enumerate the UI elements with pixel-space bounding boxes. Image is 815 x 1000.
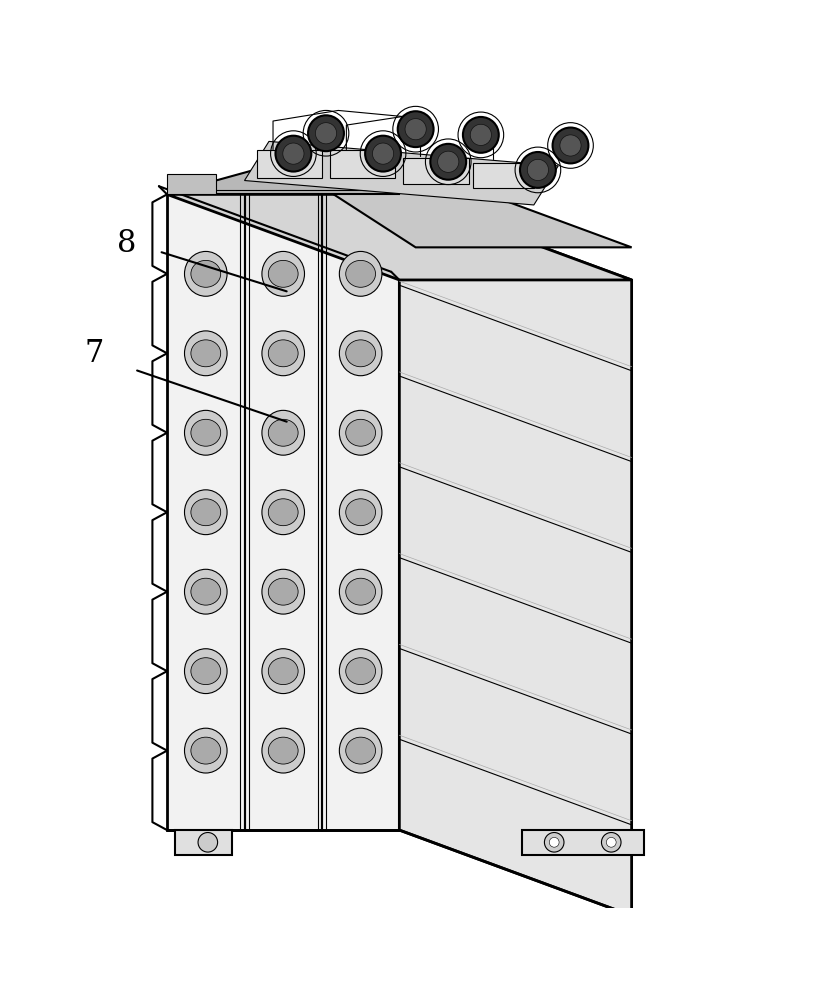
Ellipse shape [184, 251, 227, 296]
Ellipse shape [346, 658, 376, 685]
Polygon shape [175, 830, 232, 855]
Ellipse shape [268, 419, 298, 446]
Ellipse shape [191, 658, 221, 685]
Ellipse shape [339, 251, 382, 296]
Polygon shape [167, 194, 399, 830]
Ellipse shape [346, 499, 376, 526]
Ellipse shape [339, 331, 382, 376]
Bar [403, 158, 469, 184]
Circle shape [553, 128, 588, 163]
Ellipse shape [268, 658, 298, 685]
Ellipse shape [191, 340, 221, 367]
Circle shape [601, 833, 621, 852]
Circle shape [549, 837, 559, 847]
Circle shape [308, 115, 344, 151]
Circle shape [372, 143, 394, 164]
Ellipse shape [184, 728, 227, 773]
Ellipse shape [339, 490, 382, 535]
Circle shape [606, 837, 616, 847]
Ellipse shape [339, 569, 382, 614]
Ellipse shape [184, 410, 227, 455]
Ellipse shape [268, 737, 298, 764]
Circle shape [544, 833, 564, 852]
Ellipse shape [346, 578, 376, 605]
Ellipse shape [262, 490, 305, 535]
Circle shape [470, 124, 491, 145]
Circle shape [527, 159, 548, 181]
Ellipse shape [346, 260, 376, 287]
Ellipse shape [184, 569, 227, 614]
Ellipse shape [184, 331, 227, 376]
Ellipse shape [262, 251, 305, 296]
Text: 7: 7 [84, 338, 104, 369]
Circle shape [560, 135, 581, 156]
Circle shape [315, 123, 337, 144]
Polygon shape [399, 194, 632, 916]
Ellipse shape [184, 490, 227, 535]
Ellipse shape [262, 728, 305, 773]
Ellipse shape [346, 737, 376, 764]
Polygon shape [167, 174, 216, 194]
Circle shape [520, 152, 556, 188]
Ellipse shape [268, 499, 298, 526]
Ellipse shape [262, 649, 305, 694]
Ellipse shape [262, 569, 305, 614]
Circle shape [430, 144, 466, 180]
Ellipse shape [184, 649, 227, 694]
Circle shape [198, 833, 218, 852]
Ellipse shape [262, 410, 305, 455]
Circle shape [283, 143, 304, 164]
Circle shape [398, 111, 434, 147]
Ellipse shape [339, 728, 382, 773]
Ellipse shape [268, 260, 298, 287]
Bar [330, 150, 395, 178]
Ellipse shape [339, 649, 382, 694]
Bar [257, 150, 322, 178]
Bar [473, 163, 534, 188]
Ellipse shape [346, 419, 376, 446]
Polygon shape [167, 162, 399, 194]
Polygon shape [522, 830, 644, 855]
Ellipse shape [191, 499, 221, 526]
Ellipse shape [191, 419, 221, 446]
Ellipse shape [339, 410, 382, 455]
Circle shape [438, 151, 459, 172]
Circle shape [365, 136, 401, 172]
Ellipse shape [268, 340, 298, 367]
Text: 8: 8 [117, 228, 136, 259]
Ellipse shape [191, 737, 221, 764]
Ellipse shape [191, 578, 221, 605]
Circle shape [463, 117, 499, 153]
Polygon shape [284, 162, 632, 247]
Ellipse shape [191, 260, 221, 287]
Polygon shape [244, 141, 558, 205]
Polygon shape [167, 194, 632, 280]
Circle shape [405, 119, 426, 140]
Circle shape [275, 136, 311, 172]
Ellipse shape [346, 340, 376, 367]
Ellipse shape [268, 578, 298, 605]
Ellipse shape [262, 331, 305, 376]
